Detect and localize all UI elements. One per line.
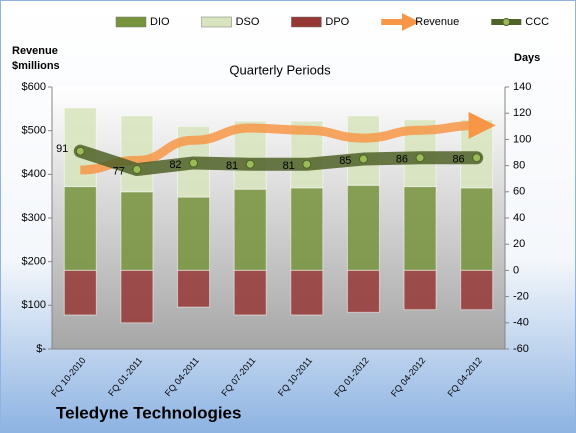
y2-tick-label: -40 [513,317,529,329]
legend-swatch [291,16,322,28]
data-label: 85 [339,155,351,167]
legend-item: Revenue [381,13,459,31]
bar [120,269,154,324]
bar [63,186,97,271]
ccc-point [358,154,368,164]
bar [120,115,154,193]
bar [460,269,494,311]
ccc-point [75,146,85,156]
legend-label: DSO [236,16,260,28]
y2-tick-label: 80 [513,160,525,172]
bar [346,184,380,271]
data-label: 86 [396,154,408,166]
legend-label: DPO [325,16,349,28]
legend-swatch [502,18,511,26]
bar [460,187,494,271]
legend-swatch [201,16,232,28]
footer: Teledyne Technologies [56,403,241,422]
y-tick-label: $300 [22,212,46,224]
revenue-line [80,111,496,175]
bar [177,269,211,308]
ccc-line [73,144,484,177]
bar [120,191,154,271]
y2-tick-label: 0 [513,264,519,276]
ccc-point [472,153,482,163]
ccc-point [415,153,425,163]
bar [346,115,380,186]
bar [403,269,437,311]
bar [63,269,97,316]
y-tick-label: $200 [22,256,46,268]
ccc-point [245,159,255,169]
data-label: 82 [169,159,181,171]
legend-label: DIO [150,16,170,28]
ccc-point [302,159,312,169]
y2-tick-label: 60 [513,186,525,198]
y2-tick-label: 140 [513,81,531,93]
legend-label: CCC [525,16,549,28]
legend-item: CCC [491,16,549,28]
legend-swatch [115,16,147,28]
y-axis-label: $millions [12,60,60,72]
y-tick-label: $100 [22,299,46,311]
bar [346,269,380,313]
legend-item: DIO [115,16,170,28]
y2-tick-label: 100 [513,133,531,145]
bar [177,196,211,271]
y2-axis-label: Days [514,52,540,64]
bar [233,269,267,316]
legend-item: DPO [291,16,350,28]
y-tick-label: $- [36,343,46,355]
y-tick-label: $400 [22,168,46,180]
legend-item: DSO [201,16,260,28]
chart-title: Quarterly Periods [229,62,331,77]
legend-label: Revenue [415,16,459,28]
y2-tick-label: -20 [513,291,529,303]
data-label: 77 [113,165,125,177]
bar [233,188,267,271]
ccc-point [132,165,142,175]
ccc-point [189,158,199,168]
bar [290,187,324,271]
bar [403,186,437,271]
data-label: 86 [452,154,464,166]
y2-tick-label: 40 [513,212,525,224]
y-axis-label: Revenue [12,45,58,57]
bar [290,269,324,316]
data-label: 91 [56,143,68,155]
y2-tick-label: -60 [513,343,529,355]
data-label: 81 [283,160,295,172]
data-label: 81 [226,160,238,172]
y-tick-label: $500 [22,125,46,137]
y2-tick-label: 20 [513,238,525,250]
y2-tick-label: 120 [513,107,531,119]
y-tick-label: $600 [22,81,46,93]
